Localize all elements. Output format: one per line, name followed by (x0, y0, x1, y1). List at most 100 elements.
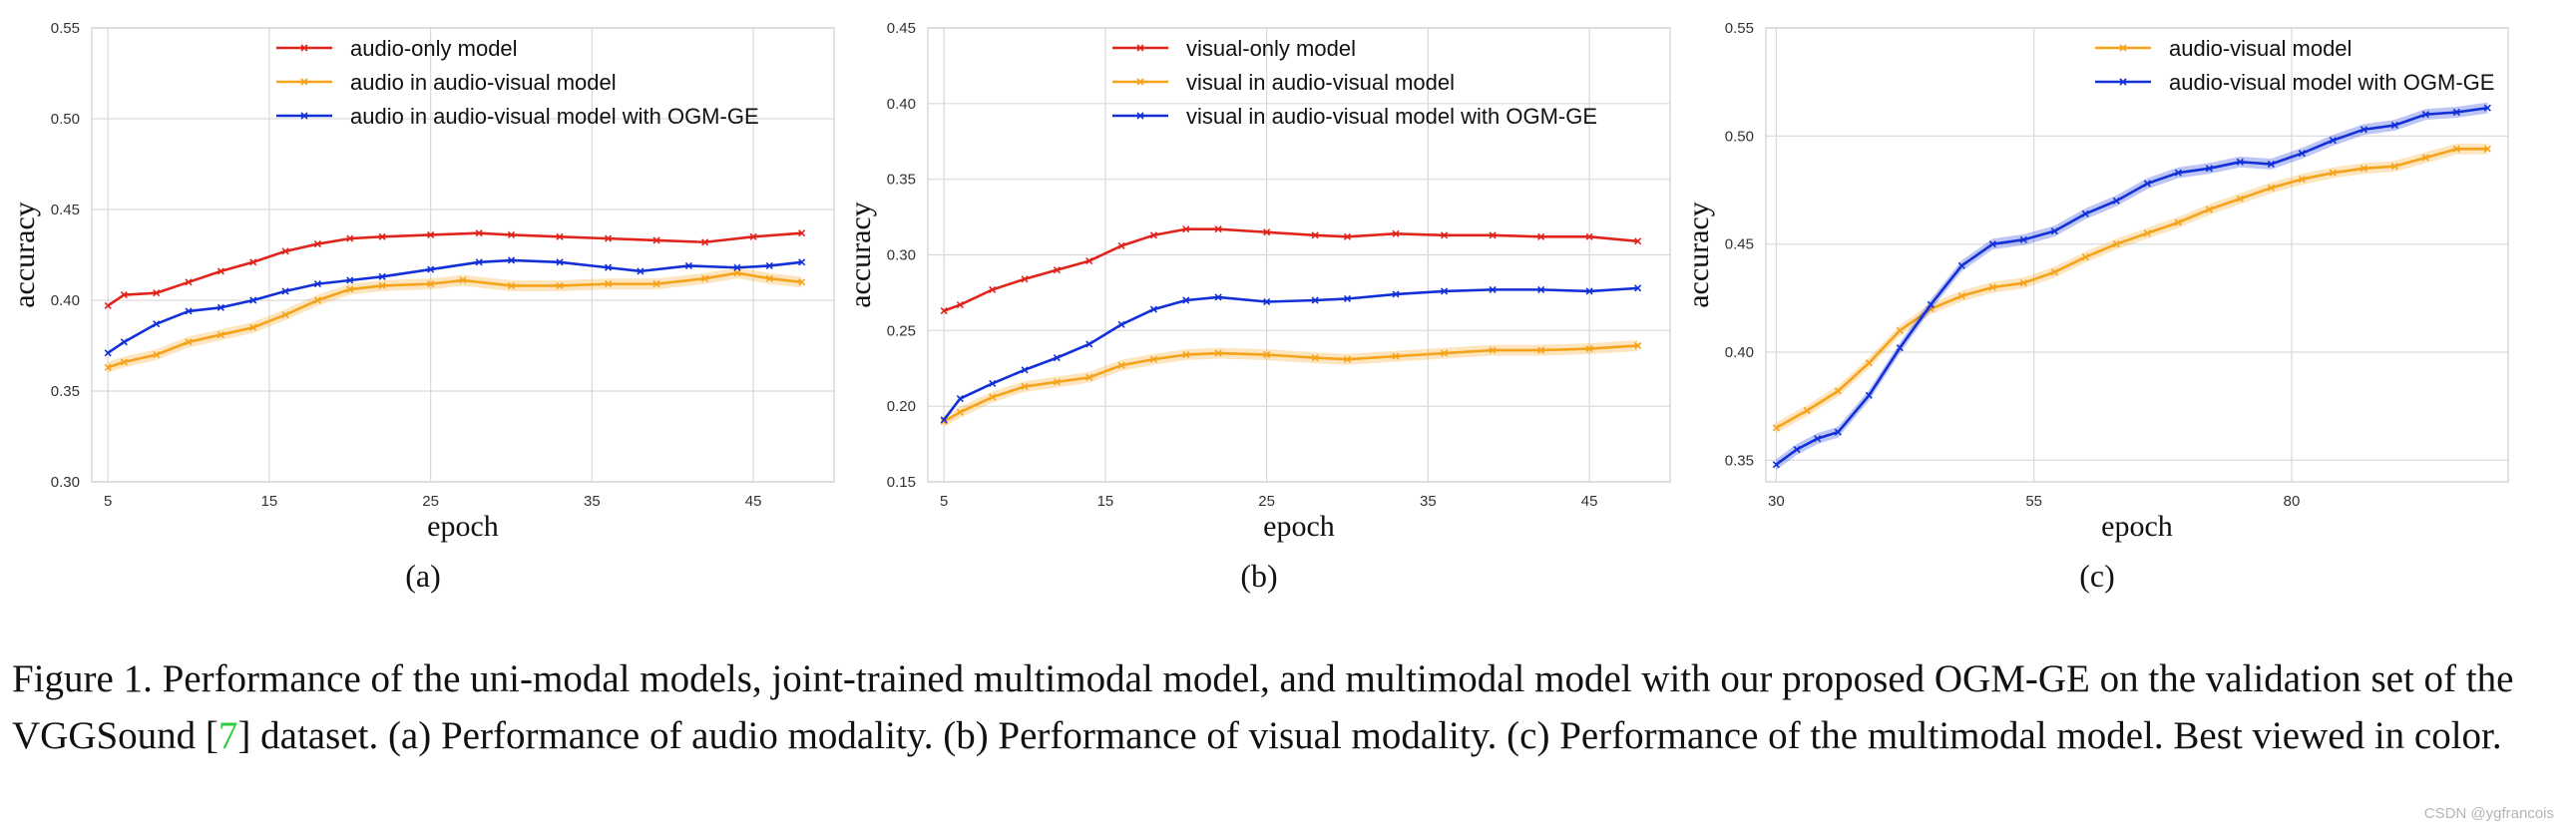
data-point-marker (346, 285, 354, 293)
legend-label: audio-visual model (2169, 36, 2352, 61)
data-point-marker (2112, 240, 2120, 248)
data-point-marker (507, 281, 516, 290)
data-point-marker (1865, 391, 1873, 399)
data-point-marker (989, 393, 997, 401)
data-point-marker (2174, 169, 2182, 177)
data-point-marker (427, 265, 435, 273)
data-point-marker (2421, 154, 2429, 162)
citation-link[interactable]: 7 (217, 714, 238, 757)
figure-charts: 0.30 0.35 0.40 0.45 0.50 0.55 5 15 25 35 45 epoch ac… (8, 20, 2509, 594)
data-point-marker (216, 267, 224, 275)
data-point-marker (1537, 285, 1545, 293)
y-tick-label: 0.45 (51, 202, 80, 218)
data-point-marker (281, 247, 289, 255)
series-line (107, 231, 802, 307)
data-point-marker (185, 338, 193, 346)
data-point-marker (1634, 284, 1642, 292)
data-point-marker (1772, 424, 1780, 432)
data-point-marker (1214, 349, 1222, 357)
data-point-marker (1343, 232, 1352, 240)
data-point-marker (2081, 253, 2089, 261)
data-point-marker (1634, 341, 1642, 350)
data-point-marker (427, 280, 435, 288)
data-point-marker (556, 232, 564, 240)
x-tick-label: 5 (104, 493, 112, 510)
chart-panel-a: 0.30 0.35 0.40 0.45 0.50 0.55 5 15 25 35 45 epoch ac… (8, 20, 835, 594)
data-point-marker (104, 363, 112, 371)
data-point-marker (604, 280, 613, 288)
data-point-marker (346, 234, 354, 242)
data-point-marker (1988, 240, 1996, 248)
data-point-marker (556, 281, 564, 290)
data-point-marker (104, 301, 112, 310)
legend-label: audio in audio-visual model (350, 70, 617, 95)
legend-marker (300, 112, 308, 120)
chart-panel-b: 0.15 0.20 0.25 0.30 0.35 0.40 0.45 5 15 25 35 45 epo… (844, 20, 1671, 594)
figure-caption: Figure 1. Performance of the uni-modal m… (12, 650, 2566, 764)
data-point-marker (185, 307, 193, 315)
data-point-marker (765, 274, 773, 282)
data-point-marker (1957, 292, 1965, 300)
data-point-marker (2483, 145, 2491, 153)
data-point-marker (956, 300, 964, 309)
legend-marker (1136, 44, 1144, 52)
plot-frame (927, 27, 1671, 483)
data-point-marker (1489, 231, 1497, 239)
data-point-marker (1585, 344, 1593, 353)
data-point-marker (2205, 165, 2213, 173)
data-point-marker (956, 395, 964, 403)
data-point-marker (249, 258, 257, 266)
panel-label: (a) (405, 558, 441, 594)
data-point-marker (798, 278, 806, 286)
data-point-marker (1834, 428, 1842, 436)
data-point-marker (104, 349, 112, 357)
y-tick-label: 0.50 (1725, 128, 1754, 145)
data-point-marker (185, 278, 193, 286)
legend-marker (1136, 78, 1144, 86)
data-point-marker (1793, 445, 1801, 454)
data-point-marker (652, 280, 660, 288)
y-tick-label: 0.20 (887, 398, 916, 415)
data-point-marker (1489, 346, 1497, 354)
legend-label: audio-only model (350, 36, 518, 61)
data-point-marker (1392, 290, 1400, 298)
data-point-marker (1441, 231, 1449, 239)
data-point-marker (604, 234, 613, 242)
legend-marker (2119, 44, 2127, 52)
data-point-marker (1537, 232, 1545, 240)
x-tick-label: 55 (2025, 493, 2042, 510)
data-point-marker (1117, 361, 1125, 369)
data-point-marker (378, 272, 386, 280)
y-tick-label: 0.45 (1725, 236, 1754, 253)
data-point-marker (2019, 235, 2027, 243)
data-point-marker (153, 351, 161, 359)
y-tick-label: 0.35 (51, 383, 80, 400)
data-point-marker (281, 310, 289, 319)
data-point-marker (684, 261, 693, 269)
data-point-marker (1834, 387, 1842, 395)
series-confidence-band (108, 267, 802, 373)
legend-label: audio in audio-visual model with OGM-GE (350, 104, 759, 129)
data-point-marker (1311, 354, 1319, 362)
y-tick-label: 0.40 (1725, 344, 1754, 361)
data-point-marker (1772, 461, 1780, 469)
data-point-marker (1053, 354, 1061, 362)
data-point-marker (2081, 209, 2089, 217)
data-point-marker (1021, 382, 1029, 391)
data-point-marker (1927, 300, 1934, 308)
data-point-marker (120, 338, 128, 346)
data-point-marker (2329, 169, 2337, 177)
data-point-marker (701, 238, 709, 246)
series-line (1775, 106, 2488, 466)
x-tick-label: 80 (2284, 493, 2301, 510)
data-point-marker (1085, 340, 1093, 348)
data-point-marker (216, 331, 224, 339)
data-point-marker (2267, 160, 2275, 169)
data-point-marker (652, 236, 660, 244)
data-point-marker (1182, 351, 1190, 359)
y-tick-label: 0.15 (887, 474, 916, 491)
legend-marker (1136, 112, 1144, 120)
data-point-marker (1149, 305, 1157, 313)
data-point-marker (1896, 344, 1904, 352)
data-point-marker (733, 263, 741, 271)
